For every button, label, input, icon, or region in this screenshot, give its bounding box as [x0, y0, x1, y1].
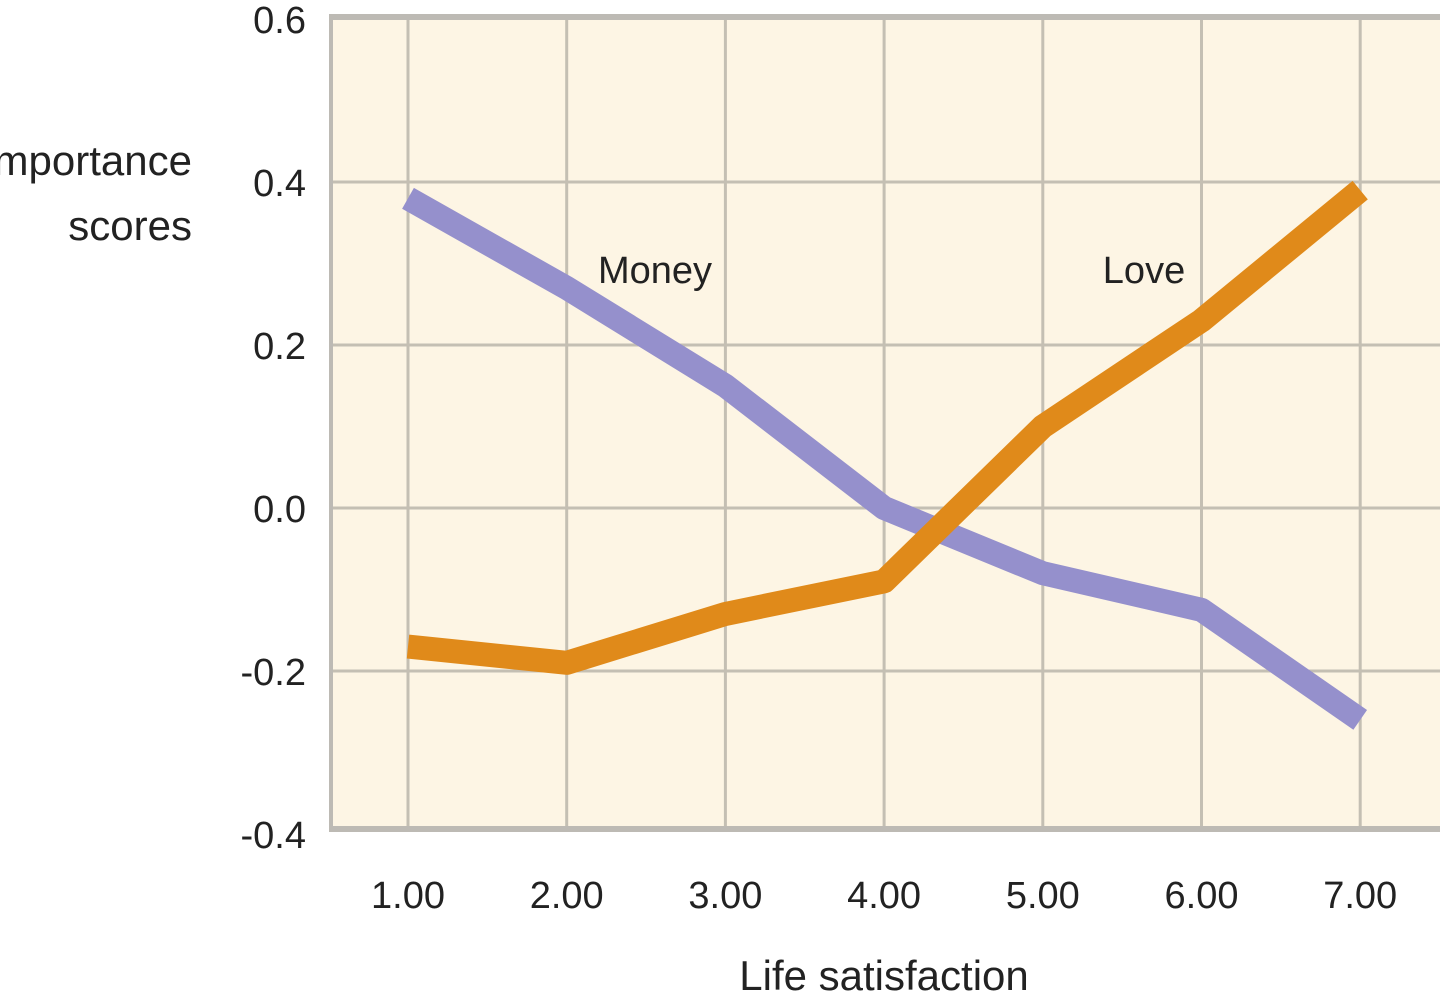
x-axis-ticks: 1.00 2.00 3.00 4.00 5.00 6.00 7.00 — [371, 875, 1397, 917]
annotation-money: Money — [598, 250, 712, 292]
y-tick-label: -0.4 — [241, 815, 306, 857]
y-axis-label-line1: Importance — [0, 137, 192, 184]
x-axis-label: Life satisfaction — [739, 952, 1029, 996]
annotation-love: Love — [1103, 250, 1185, 292]
y-axis-ticks: 0.6 0.4 0.2 0.0 -0.2 -0.4 — [241, 0, 306, 857]
x-tick-label: 4.00 — [847, 875, 921, 917]
y-tick-label: 0.0 — [253, 489, 306, 531]
x-tick-label: 2.00 — [530, 875, 604, 917]
x-tick-label: 5.00 — [1006, 875, 1080, 917]
x-tick-label: 6.00 — [1165, 875, 1239, 917]
y-tick-label: -0.2 — [241, 652, 306, 694]
y-tick-label: 0.2 — [253, 326, 306, 368]
x-tick-label: 7.00 — [1323, 875, 1397, 917]
x-tick-label: 1.00 — [371, 875, 445, 917]
x-tick-label: 3.00 — [688, 875, 762, 917]
y-tick-label: 0.4 — [253, 163, 306, 205]
y-axis-label-line2: scores — [68, 202, 192, 249]
y-tick-label: 0.6 — [253, 0, 306, 42]
